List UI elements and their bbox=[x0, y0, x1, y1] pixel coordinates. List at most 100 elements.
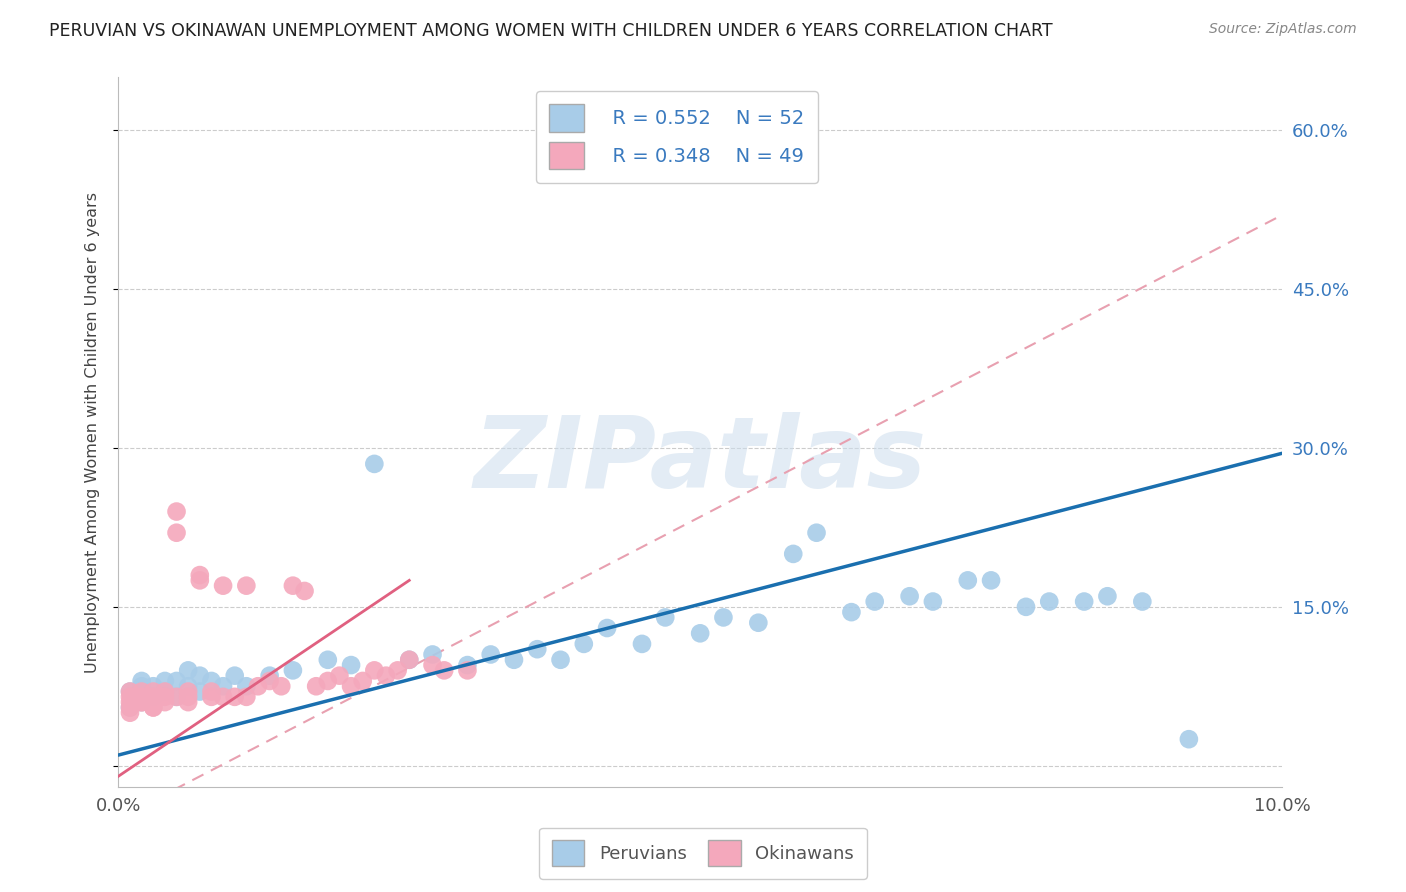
Point bbox=[922, 594, 945, 608]
Point bbox=[422, 648, 444, 662]
Point bbox=[142, 695, 165, 709]
Point bbox=[270, 679, 292, 693]
Point bbox=[142, 700, 165, 714]
Point bbox=[131, 679, 153, 693]
Point bbox=[259, 668, 281, 682]
Point bbox=[631, 637, 654, 651]
Point bbox=[212, 679, 235, 693]
Point bbox=[188, 684, 211, 698]
Point bbox=[316, 673, 339, 688]
Point bbox=[153, 695, 176, 709]
Point bbox=[166, 673, 188, 688]
Point bbox=[142, 679, 165, 693]
Point bbox=[387, 664, 409, 678]
Point bbox=[1038, 594, 1060, 608]
Point bbox=[166, 504, 188, 518]
Point bbox=[153, 684, 176, 698]
Point bbox=[398, 653, 420, 667]
Text: ZIPatlas: ZIPatlas bbox=[474, 412, 927, 509]
Text: Source: ZipAtlas.com: Source: ZipAtlas.com bbox=[1209, 22, 1357, 37]
Point bbox=[200, 673, 222, 688]
Point bbox=[1130, 594, 1153, 608]
Point bbox=[224, 690, 246, 704]
Point bbox=[456, 658, 478, 673]
Point bbox=[142, 690, 165, 704]
Y-axis label: Unemployment Among Women with Children Under 6 years: Unemployment Among Women with Children U… bbox=[86, 192, 100, 673]
Point bbox=[166, 690, 188, 704]
Point bbox=[1097, 589, 1119, 603]
Point bbox=[1073, 594, 1095, 608]
Point bbox=[131, 695, 153, 709]
Point bbox=[200, 684, 222, 698]
Point bbox=[526, 642, 548, 657]
Point bbox=[841, 605, 863, 619]
Point bbox=[550, 653, 572, 667]
Point bbox=[131, 690, 153, 704]
Point bbox=[118, 690, 141, 704]
Point bbox=[305, 679, 328, 693]
Point bbox=[689, 626, 711, 640]
Point bbox=[713, 610, 735, 624]
Point bbox=[654, 610, 676, 624]
Point bbox=[235, 679, 257, 693]
Point bbox=[316, 653, 339, 667]
Point bbox=[980, 574, 1002, 588]
Point bbox=[863, 594, 886, 608]
Point bbox=[782, 547, 804, 561]
Point bbox=[177, 664, 200, 678]
Point bbox=[118, 700, 141, 714]
Point bbox=[479, 648, 502, 662]
Point bbox=[259, 673, 281, 688]
Point bbox=[153, 673, 176, 688]
Point bbox=[142, 690, 165, 704]
Point bbox=[235, 690, 257, 704]
Point bbox=[177, 679, 200, 693]
Point bbox=[422, 658, 444, 673]
Legend: Peruvians, Okinawans: Peruvians, Okinawans bbox=[540, 828, 866, 879]
Point bbox=[177, 690, 200, 704]
Point bbox=[212, 579, 235, 593]
Point bbox=[131, 695, 153, 709]
Point bbox=[363, 664, 385, 678]
Point bbox=[433, 664, 456, 678]
Point bbox=[340, 679, 363, 693]
Point bbox=[177, 695, 200, 709]
Point bbox=[456, 664, 478, 678]
Point bbox=[294, 584, 316, 599]
Point bbox=[281, 664, 304, 678]
Point bbox=[131, 684, 153, 698]
Point bbox=[142, 700, 165, 714]
Point bbox=[328, 668, 350, 682]
Point bbox=[177, 684, 200, 698]
Point bbox=[1178, 732, 1201, 747]
Legend:   R = 0.552    N = 52,   R = 0.348    N = 49: R = 0.552 N = 52, R = 0.348 N = 49 bbox=[536, 91, 818, 183]
Point bbox=[188, 574, 211, 588]
Point bbox=[281, 579, 304, 593]
Point bbox=[363, 457, 385, 471]
Point bbox=[898, 589, 921, 603]
Point bbox=[224, 668, 246, 682]
Point bbox=[200, 690, 222, 704]
Point bbox=[806, 525, 828, 540]
Point bbox=[572, 637, 595, 651]
Point bbox=[118, 700, 141, 714]
Point bbox=[131, 695, 153, 709]
Point bbox=[503, 653, 526, 667]
Point bbox=[375, 668, 398, 682]
Point bbox=[352, 673, 374, 688]
Point bbox=[166, 690, 188, 704]
Point bbox=[153, 684, 176, 698]
Point bbox=[188, 568, 211, 582]
Point bbox=[118, 695, 141, 709]
Point bbox=[118, 684, 141, 698]
Point bbox=[956, 574, 979, 588]
Point bbox=[188, 668, 211, 682]
Text: PERUVIAN VS OKINAWAN UNEMPLOYMENT AMONG WOMEN WITH CHILDREN UNDER 6 YEARS CORREL: PERUVIAN VS OKINAWAN UNEMPLOYMENT AMONG … bbox=[49, 22, 1053, 40]
Point bbox=[131, 673, 153, 688]
Point bbox=[596, 621, 619, 635]
Point bbox=[747, 615, 769, 630]
Point bbox=[340, 658, 363, 673]
Point bbox=[118, 706, 141, 720]
Point bbox=[1015, 599, 1038, 614]
Point bbox=[212, 690, 235, 704]
